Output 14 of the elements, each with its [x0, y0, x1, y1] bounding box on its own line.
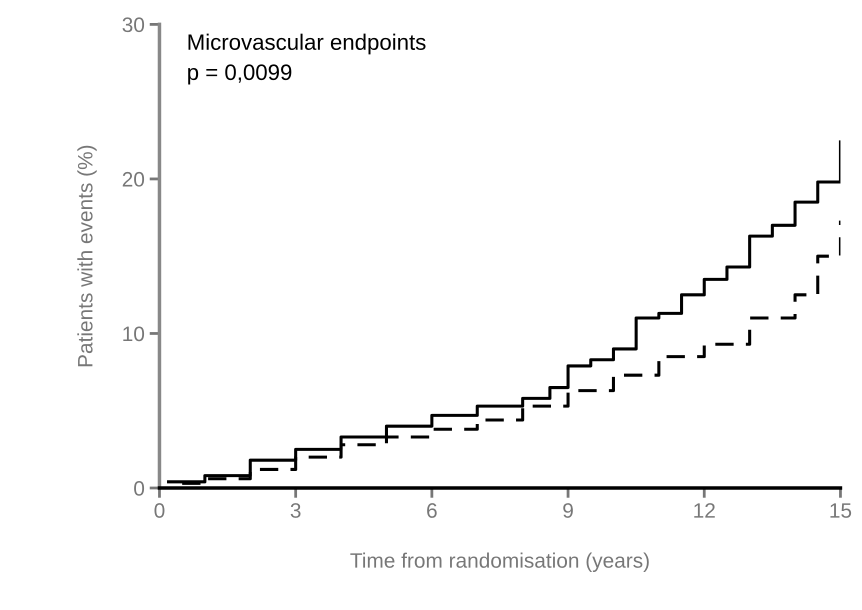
x-tick-label: 15 — [830, 503, 852, 518]
y-tick-label: 10 — [123, 326, 144, 342]
annotation: Microvascular endpoints — [188, 34, 426, 54]
y-tick-label: 30 — [122, 17, 144, 32]
y-tick-label: 0 — [134, 481, 144, 496]
x-tick-label: 9 — [563, 503, 573, 518]
y-axis-title: Patients with events (%) — [77, 146, 97, 366]
x-tick-label: 12 — [694, 503, 715, 518]
y-tick-label: 20 — [122, 172, 144, 187]
annotation: p = 0,0099 — [188, 64, 292, 85]
x-tick-label: 0 — [154, 503, 164, 518]
x-axis-title: Time from randomisation (years) — [350, 552, 649, 572]
x-tick-label: 6 — [427, 503, 437, 518]
x-tick-label: 3 — [290, 503, 301, 518]
